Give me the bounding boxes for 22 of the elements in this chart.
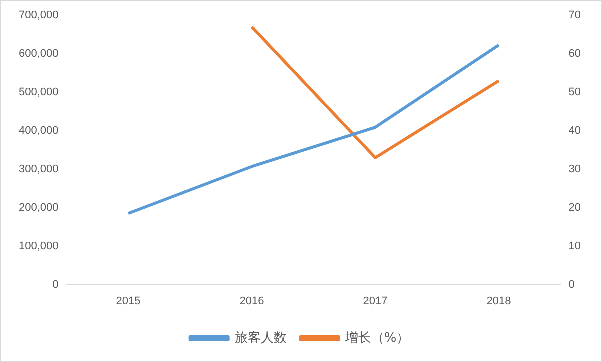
y-tick-label: 600,000 [18,48,59,60]
x-tick-label: 2017 [363,295,388,308]
y2-tick-label: 40 [568,125,582,138]
y-tick-label: 0 [52,278,59,291]
y-tick-label: 400,000 [18,125,59,138]
x-tick-label: 2016 [240,295,264,308]
y2-tick-label: 70 [568,10,582,22]
x-tick-label: 2018 [486,295,512,308]
y2-tick-label: 10 [568,240,582,252]
x-tick-label: 2015 [116,295,141,308]
y-tick-label: 300,000 [18,163,59,176]
y-tick-label: 500,000 [18,86,59,99]
legend-label: 增长（%） [344,330,410,346]
y-tick-label: 100,000 [18,240,59,252]
y2-tick-label: 0 [568,278,575,291]
y-tick-label: 700,000 [18,10,59,22]
legend-label: 旅客人数 [234,330,287,346]
y-tick-label: 200,000 [18,202,59,214]
y2-tick-label: 30 [568,163,582,176]
y2-tick-label: 20 [568,202,582,214]
y2-tick-label: 50 [568,86,582,99]
y2-tick-label: 60 [568,48,582,60]
